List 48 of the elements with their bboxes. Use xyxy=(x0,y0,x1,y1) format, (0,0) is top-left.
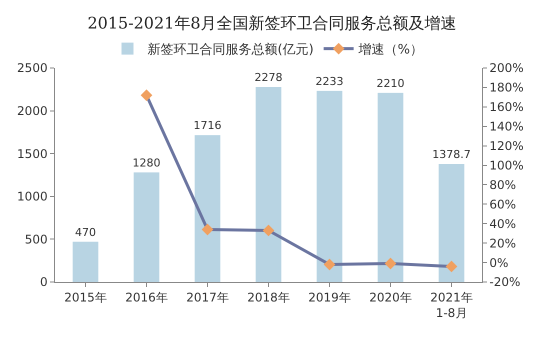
y2-tick-label: 80% xyxy=(489,178,516,192)
y-tick-label: 2000 xyxy=(17,104,48,118)
point xyxy=(202,224,214,236)
point xyxy=(324,258,336,270)
data-label: 2278 xyxy=(254,71,282,84)
y2-tick-label: 120% xyxy=(489,139,524,154)
bar xyxy=(72,242,98,282)
x-tick-label: 2015年 xyxy=(64,290,107,304)
bar xyxy=(438,164,464,282)
legend-label: 新签环卫合同服务总额(亿元) xyxy=(148,42,314,58)
y2-tick-label: 60% xyxy=(489,197,516,212)
y2-tick-label: 100% xyxy=(489,158,524,172)
x-tick-label: 2018年 xyxy=(247,290,290,304)
y-tick-label: 2500 xyxy=(17,61,48,76)
bar xyxy=(378,92,404,282)
y2-tick-label: -20% xyxy=(489,275,520,290)
y-tick-label: 1000 xyxy=(17,190,48,204)
y-tick-label: 0 xyxy=(40,275,48,290)
bar xyxy=(194,135,220,282)
x-tick-label: 2016年 xyxy=(125,290,168,304)
point xyxy=(262,224,274,236)
y2-tick-label: 200% xyxy=(489,61,524,76)
y2-tick-label: 140% xyxy=(489,120,524,134)
data-label: 1378.7 xyxy=(432,148,471,161)
y-tick-label: 500 xyxy=(24,232,48,246)
bar xyxy=(316,90,342,282)
x-tick-label: 2020年 xyxy=(369,290,412,304)
chart-title: 2015-2021年8月全国新签环卫合同服务总额及增速 xyxy=(87,13,457,32)
y2-tick-label: 40% xyxy=(489,216,516,231)
x-tick-label: 2019年 xyxy=(308,290,351,304)
data-label: 1716 xyxy=(194,119,222,132)
point xyxy=(140,89,152,102)
bar xyxy=(134,172,160,282)
y2-tick-label: 180% xyxy=(489,80,524,95)
data-label: 1280 xyxy=(132,156,160,170)
y2-tick-label: 160% xyxy=(489,100,524,114)
legend-label: 增速（%） xyxy=(358,42,424,58)
data-label: 2210 xyxy=(376,76,404,90)
x-tick-label: 2021年 1-8月 xyxy=(430,290,473,320)
data-label: 2233 xyxy=(316,74,344,88)
y-tick-label: 1500 xyxy=(17,146,48,161)
point xyxy=(384,258,396,270)
data-label: 470 xyxy=(75,226,96,239)
x-tick-label: 2017年 xyxy=(186,290,229,304)
y2-tick-label: 0% xyxy=(489,256,508,270)
bar xyxy=(256,87,282,282)
y2-tick-label: 20% xyxy=(489,236,516,250)
point xyxy=(446,260,458,272)
